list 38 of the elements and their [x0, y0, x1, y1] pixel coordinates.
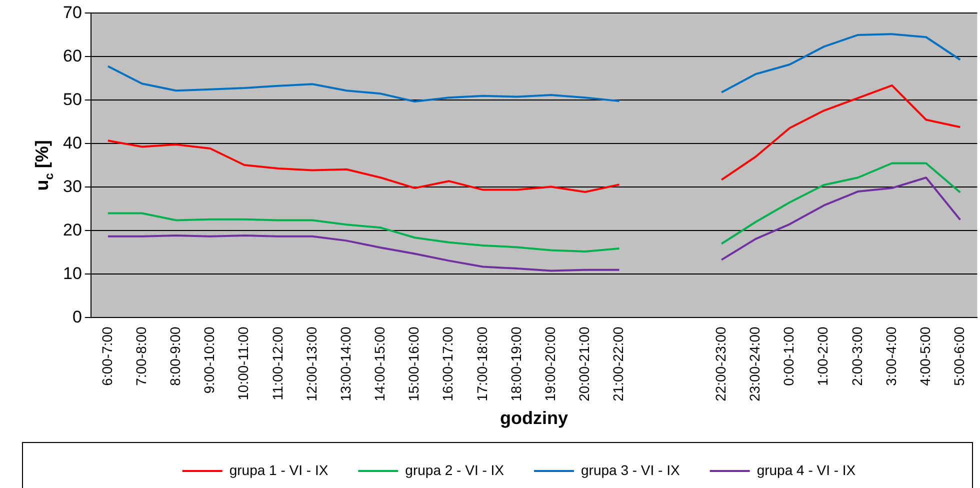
- x-tick-label: 21:00-22:00: [610, 326, 626, 402]
- x-tick-label: 14:00-15:00: [372, 326, 388, 402]
- x-tick-label: 18:00-19:00: [508, 326, 524, 402]
- x-tick-label: 16:00-17:00: [440, 326, 456, 402]
- y-tick-label: 70: [62, 2, 82, 22]
- x-tick-label: 12:00-13:00: [303, 326, 320, 402]
- y-tick-label: 60: [62, 46, 82, 66]
- legend-label: grupa 1 - VI - IX: [229, 462, 329, 478]
- y-tick-label: 40: [62, 133, 82, 152]
- legend-label: grupa 3 - VI - IX: [581, 462, 680, 478]
- x-tick-label: 22:00-23:00: [712, 326, 728, 402]
- x-tick-label: 6:00-7:00: [98, 326, 115, 386]
- y-tick-label: 20: [62, 220, 82, 240]
- x-tick-label: 10:00-11:00: [235, 326, 252, 400]
- x-tick-label: 17:00-18:00: [474, 326, 490, 402]
- x-tick-label: 5:00-6:00: [951, 326, 968, 386]
- legend-label: grupa 4 - VI - IX: [756, 462, 856, 478]
- x-tick-label: 2:00-3:00: [848, 326, 865, 386]
- y-tick-label: 30: [62, 176, 82, 196]
- x-tick-label: 23:00-24:00: [746, 326, 762, 402]
- y-tick-label: 0: [72, 307, 82, 326]
- x-tick-label: 20:00-21:00: [576, 326, 592, 402]
- x-tick-label: 7:00-8:00: [132, 326, 149, 386]
- x-tick-label: 11:00-12:00: [269, 326, 286, 400]
- x-tick-label: 4:00-5:00: [916, 326, 933, 386]
- x-tick-label: 3:00-4:00: [882, 326, 899, 386]
- x-tick-label: 0:00-1:00: [780, 326, 797, 386]
- x-tick-label: 8:00-9:00: [166, 326, 183, 386]
- x-axis-title: godziny: [500, 408, 568, 428]
- x-tick-label: 15:00-16:00: [406, 326, 422, 402]
- y-axis-title: uc [%]: [32, 140, 56, 191]
- x-tick-label: 9:00-10:00: [201, 326, 218, 394]
- y-tick-label: 50: [62, 90, 82, 109]
- x-tick-label: 13:00-14:00: [337, 326, 354, 402]
- y-tick-label: 10: [62, 264, 82, 283]
- legend-label: grupa 2 - VI - IX: [405, 462, 505, 478]
- x-tick-label: 19:00-20:00: [542, 326, 558, 402]
- x-tick-label: 1:00-2:00: [814, 326, 831, 386]
